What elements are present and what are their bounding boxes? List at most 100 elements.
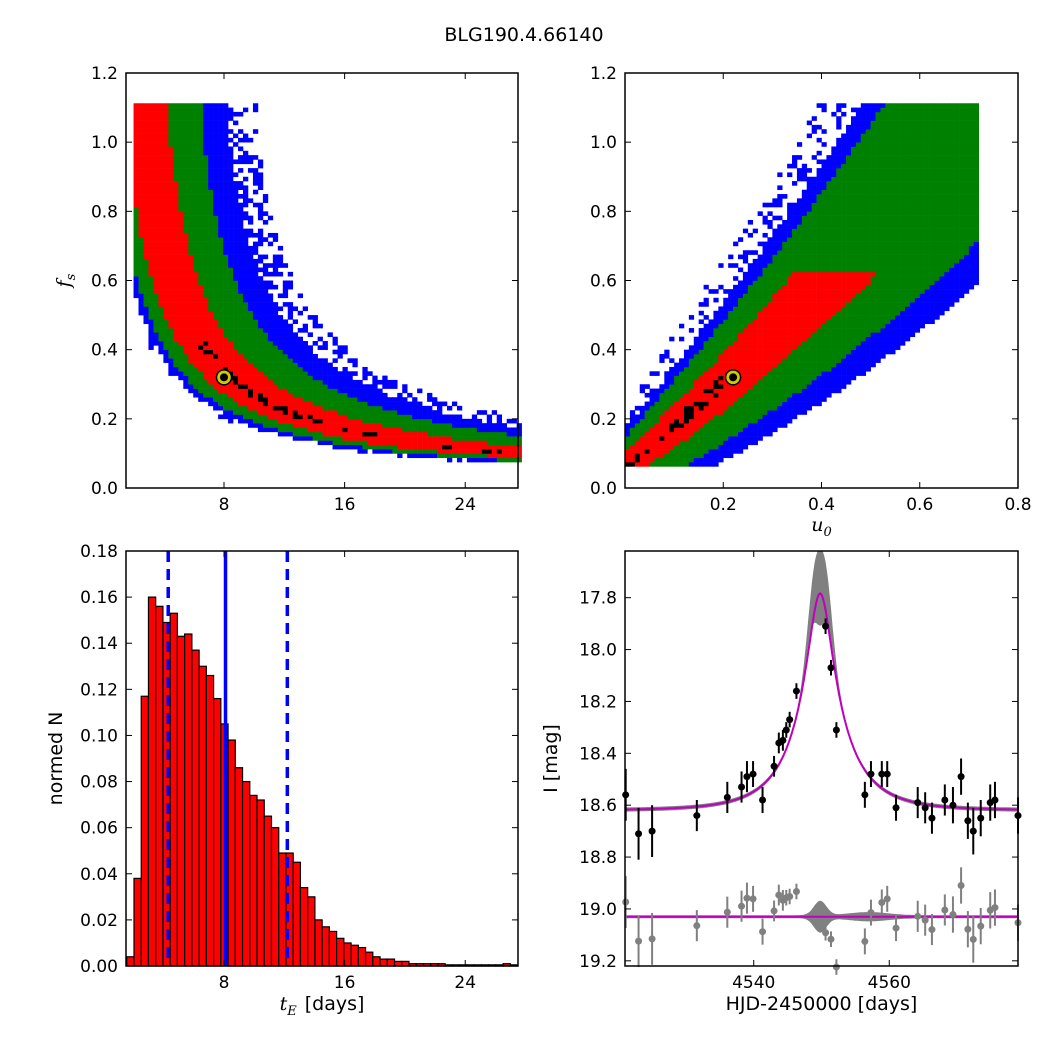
density-cell	[855, 284, 862, 290]
density-cell	[208, 302, 214, 307]
density-cell	[287, 410, 294, 415]
density-cell	[277, 336, 284, 342]
density-cell	[233, 142, 239, 147]
density-cell	[698, 384, 704, 389]
density-cell	[292, 405, 299, 411]
density-cell	[133, 137, 139, 143]
density-cell	[148, 328, 154, 333]
density-cell	[777, 276, 783, 281]
density-cell	[208, 129, 214, 134]
density-cell	[811, 302, 817, 307]
density-cell	[890, 232, 896, 238]
density-cell	[733, 353, 739, 359]
density-cell	[723, 427, 729, 433]
density-cell	[826, 323, 832, 329]
density-cell	[188, 111, 194, 117]
density-cell	[133, 267, 139, 273]
density-cell	[885, 228, 891, 234]
density-cell	[143, 219, 149, 225]
density-cell	[625, 453, 631, 459]
density-cell	[909, 241, 916, 247]
density-cell	[919, 267, 925, 273]
density-cell	[312, 414, 318, 420]
density-cell	[816, 250, 822, 255]
density-cell	[742, 427, 749, 433]
density-cell	[342, 349, 348, 355]
density-cell	[233, 379, 239, 385]
density-cell	[742, 250, 749, 255]
density-cell	[148, 185, 154, 191]
density-cell	[733, 302, 739, 307]
density-cell	[282, 284, 289, 290]
density-cell	[909, 328, 916, 333]
density-cell	[860, 211, 867, 216]
p1-ticks: 8 16 240.00.20.40.60.81.01.2	[91, 64, 518, 515]
density-cell	[138, 163, 144, 169]
density-cell	[262, 332, 269, 337]
density-cell	[654, 418, 660, 424]
density-cell	[138, 181, 144, 186]
density-cell	[138, 284, 144, 290]
density-cell	[188, 332, 194, 337]
density-cell	[148, 146, 154, 152]
density-cell	[625, 462, 631, 467]
density-cell	[752, 392, 758, 398]
density-cell	[747, 341, 754, 346]
density-cell	[924, 293, 930, 299]
density-cell	[973, 263, 979, 268]
density-cell	[787, 297, 793, 303]
y-tick-label: 1.2	[91, 64, 118, 84]
density-cell	[895, 328, 901, 333]
density-cell	[183, 366, 189, 372]
density-cell	[257, 315, 264, 320]
density-cell	[417, 444, 423, 450]
density-cell	[233, 228, 239, 234]
density-cell	[792, 315, 798, 320]
density-cell	[944, 271, 950, 277]
density-cell	[277, 345, 284, 350]
density-cell	[228, 345, 234, 350]
density-cell	[282, 289, 289, 294]
density-cell	[287, 388, 294, 394]
density-cell	[796, 306, 803, 312]
density-cell	[297, 436, 304, 441]
density-cell	[865, 289, 871, 294]
density-cell	[703, 388, 709, 394]
density-cell	[228, 276, 234, 281]
density-cell	[644, 453, 650, 459]
density-cell	[267, 414, 274, 420]
density-cell	[688, 353, 695, 359]
density-cell	[801, 241, 808, 247]
density-cell	[362, 410, 368, 415]
density-cell	[841, 219, 847, 225]
p1-frame	[125, 72, 519, 489]
density-cell	[511, 431, 517, 437]
density-cell	[816, 245, 822, 251]
density-cell	[213, 319, 219, 325]
density-cell	[914, 297, 921, 303]
density-cell	[924, 306, 930, 312]
density-cell	[238, 185, 244, 191]
density-cell	[890, 271, 896, 277]
density-cell	[831, 224, 837, 229]
density-cell	[850, 237, 857, 242]
density-cell	[895, 302, 901, 307]
density-cell	[377, 379, 383, 385]
density-cell	[317, 366, 323, 372]
density-cell	[317, 379, 323, 385]
density-cell	[247, 155, 254, 160]
density-cell	[737, 427, 744, 433]
density-cell	[924, 219, 930, 225]
density-cell	[148, 155, 154, 160]
density-cell	[860, 215, 867, 221]
density-cell	[218, 341, 224, 346]
density-cell	[387, 449, 393, 454]
density-cell	[875, 250, 881, 255]
density-cell	[792, 405, 798, 411]
density-cell	[138, 245, 144, 251]
density-cell	[846, 219, 852, 225]
density-cell	[625, 436, 631, 441]
density-cell	[506, 427, 512, 433]
density-cell	[317, 401, 323, 407]
density-cell	[787, 207, 793, 212]
